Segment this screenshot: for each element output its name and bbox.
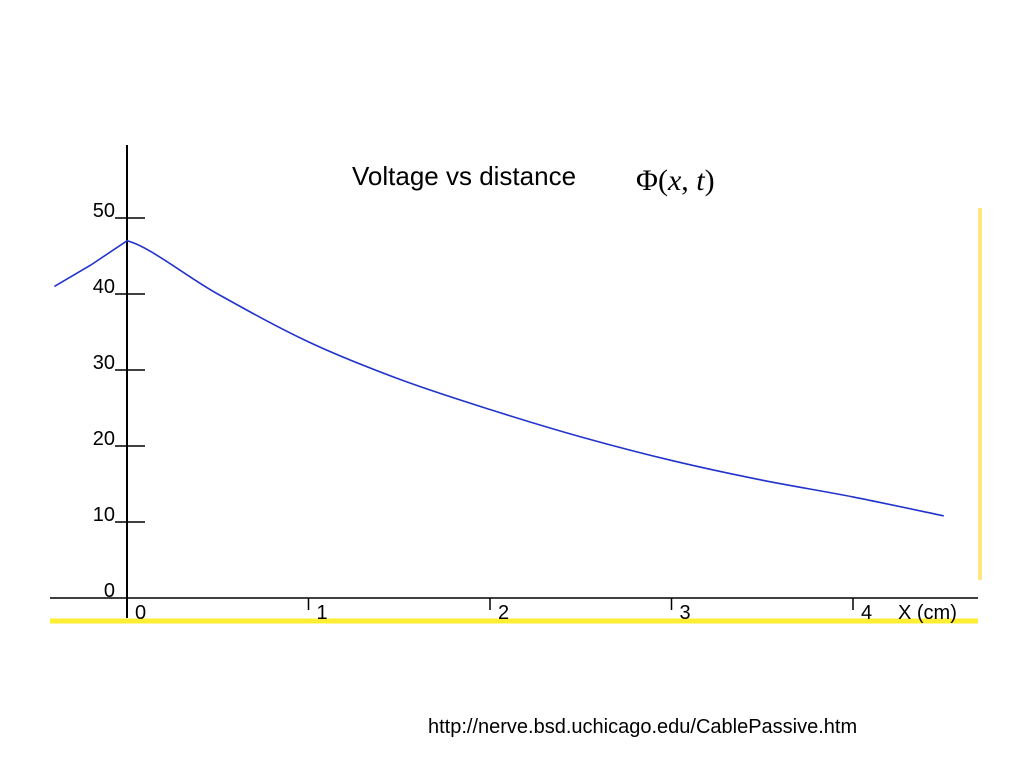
formula-label: Φ(x, t) xyxy=(636,164,715,197)
x-tick-label: 3 xyxy=(680,602,691,624)
chart-title: Voltage vs distance xyxy=(352,161,576,191)
right-edge-highlight xyxy=(978,208,982,580)
x-tick-label: 1 xyxy=(317,602,328,624)
x-tick-label: 0 xyxy=(135,602,146,624)
x-axis-title: X (cm) xyxy=(898,602,957,624)
y-tick-label: 20 xyxy=(93,428,115,450)
voltage-curve xyxy=(53,239,944,517)
source-link[interactable]: http://nerve.bsd.uchicago.edu/CablePassi… xyxy=(428,716,858,738)
x-tick-label: 2 xyxy=(498,602,509,624)
x-tick-label: 4 xyxy=(861,602,872,624)
y-tick-label: 10 xyxy=(93,504,115,526)
y-tick-label: 40 xyxy=(93,276,115,298)
y-tick-label: 50 xyxy=(93,200,115,222)
y-tick-label: 0 xyxy=(104,580,115,602)
y-tick-label: 30 xyxy=(93,352,115,374)
axis-ticks: 0 10 20 30 40 50 0 1 2 3 4 xyxy=(93,200,872,624)
series-layer xyxy=(53,239,944,517)
voltage-chart: Voltage vs distance Φ(x, t) X (cm) 01020… xyxy=(50,145,982,624)
